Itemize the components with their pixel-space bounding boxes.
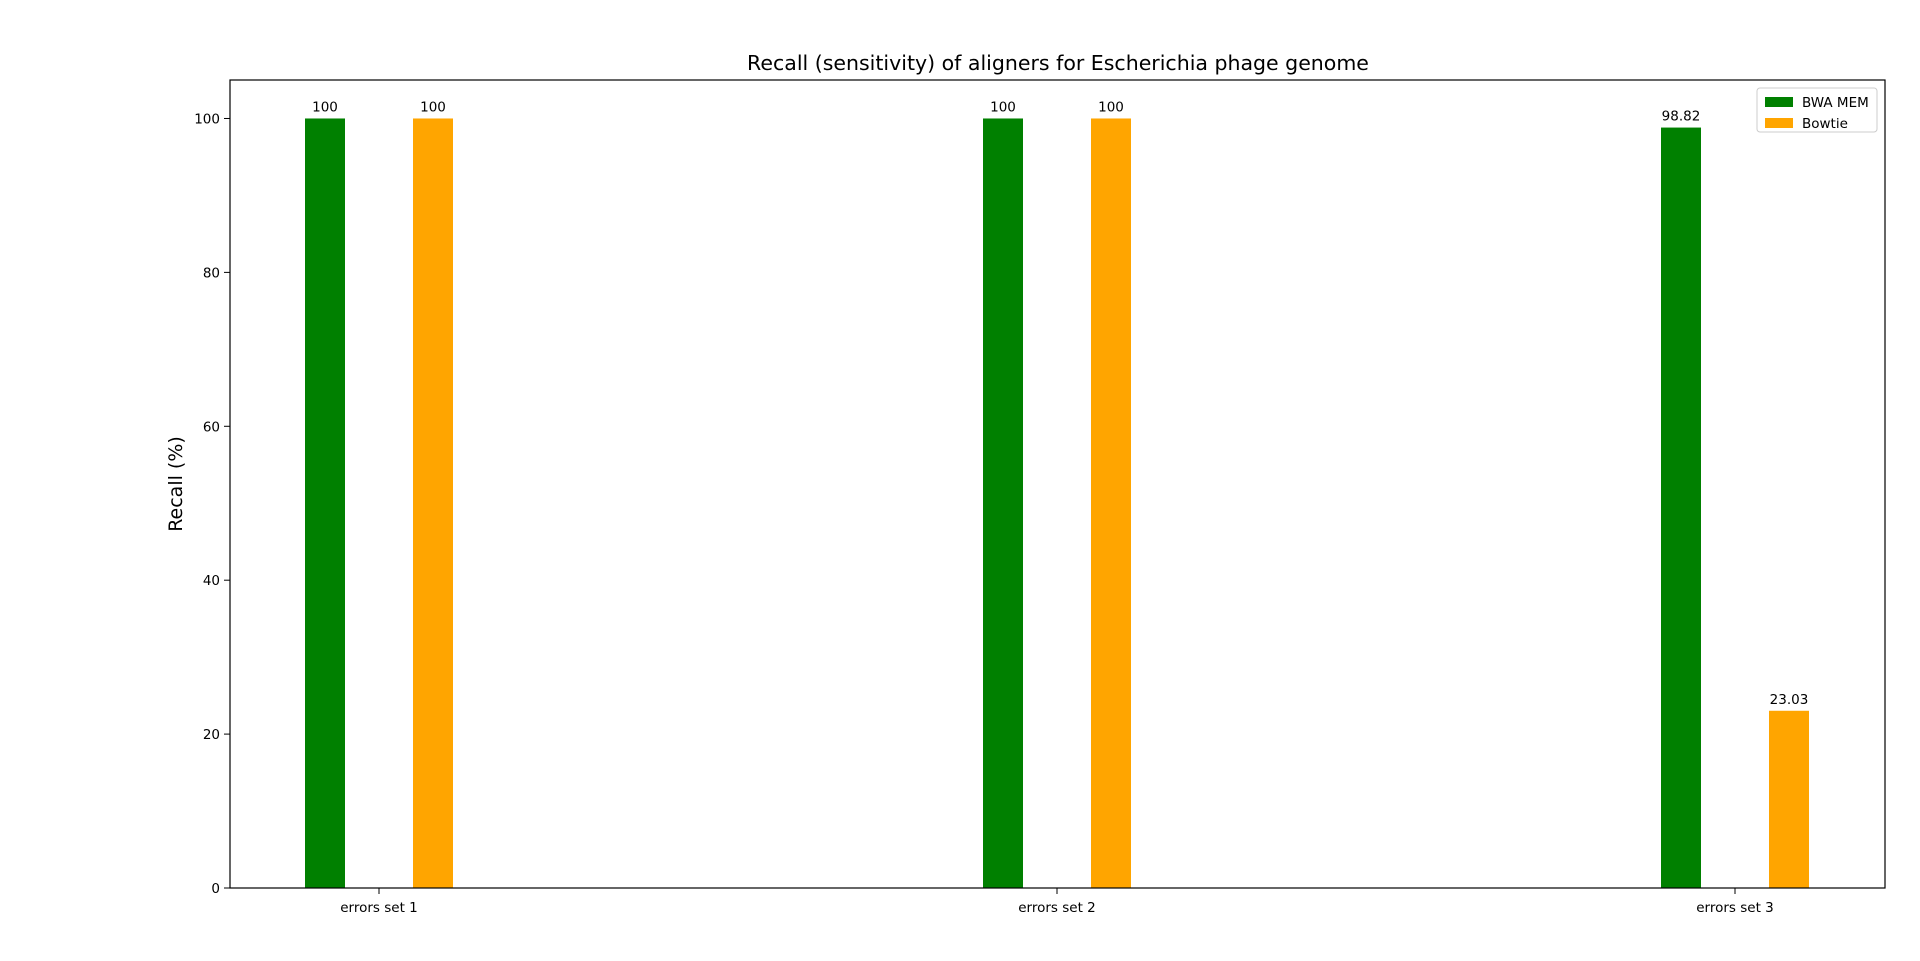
bar-bowtie bbox=[1091, 118, 1131, 888]
bar-bowtie bbox=[413, 118, 453, 888]
x-axis: errors set 1 errors set 2 errors set 3 bbox=[340, 888, 1774, 916]
y-tick-label: 0 bbox=[211, 881, 220, 897]
bar-value-label: 100 bbox=[1098, 99, 1124, 115]
bar-value-labels: 100 100 98.82 100 100 23.03 bbox=[312, 99, 1808, 707]
bar-value-label: 100 bbox=[990, 99, 1016, 115]
bar-value-label: 100 bbox=[420, 99, 446, 115]
bar-bwa-mem bbox=[1661, 127, 1701, 888]
legend-label: Bowtie bbox=[1802, 116, 1848, 132]
legend-swatch bbox=[1765, 97, 1793, 107]
y-tick-label: 20 bbox=[203, 727, 220, 743]
y-axis-label: Recall (%) bbox=[165, 436, 187, 532]
legend: BWA MEM Bowtie bbox=[1756, 87, 1878, 133]
x-tick-label: errors set 2 bbox=[1018, 900, 1096, 916]
bar-bowtie bbox=[1769, 710, 1809, 888]
bars-layer bbox=[305, 118, 1809, 888]
bar-bwa-mem bbox=[983, 118, 1023, 888]
x-tick-label: errors set 3 bbox=[1696, 900, 1774, 916]
bar-value-label: 100 bbox=[312, 99, 338, 115]
y-tick-label: 80 bbox=[203, 265, 220, 281]
y-tick-label: 40 bbox=[203, 573, 220, 589]
chart-title: Recall (sensitivity) of aligners for Esc… bbox=[747, 51, 1369, 75]
plot-frame bbox=[229, 79, 1886, 889]
legend-label: BWA MEM bbox=[1802, 95, 1869, 111]
y-axis: 0 20 40 60 80 100 bbox=[194, 111, 230, 897]
bar-bwa-mem bbox=[305, 118, 345, 888]
bar-value-label: 98.82 bbox=[1662, 109, 1701, 125]
bar-value-label: 23.03 bbox=[1770, 692, 1809, 708]
y-tick-label: 100 bbox=[194, 111, 220, 127]
x-tick-label: errors set 1 bbox=[340, 900, 418, 916]
legend-swatch bbox=[1765, 118, 1793, 128]
y-tick-label: 60 bbox=[203, 419, 220, 435]
